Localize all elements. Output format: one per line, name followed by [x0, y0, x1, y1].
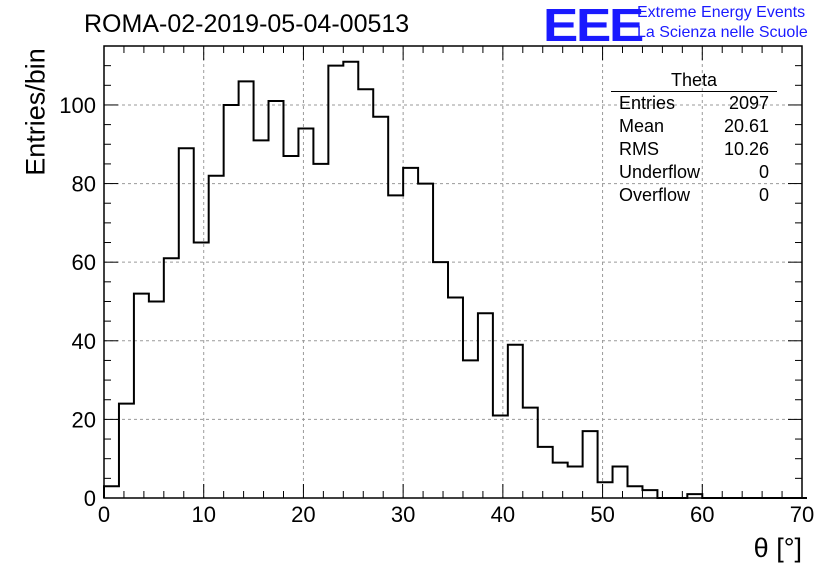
y-axis-label: Entries/bin [20, 48, 51, 176]
chart-title: ROMA-02-2019-05-04-00513 [84, 10, 410, 38]
histogram-bin [313, 164, 328, 498]
histogram-bin [538, 447, 553, 498]
x-tick-label: 40 [491, 502, 515, 527]
histogram-bin [104, 486, 119, 498]
stats-box: Theta Entries 2097 Mean 20.61 RMS 10.26 … [611, 70, 777, 207]
y-tick-label: 60 [72, 250, 96, 275]
histogram-bin [119, 404, 134, 498]
x-tick-label: 50 [590, 502, 614, 527]
stats-value: 0 [758, 185, 769, 205]
stats-label: Underflow [619, 162, 701, 182]
stats-row-overflow: Overflow 0 [611, 184, 777, 207]
histogram-bin [239, 81, 254, 498]
histogram-bin [388, 195, 403, 498]
histogram-bin [448, 298, 463, 498]
plot-frame [103, 45, 803, 499]
y-tick-label: 80 [72, 172, 96, 197]
histogram-bin [328, 66, 343, 498]
histogram-bin [269, 101, 284, 498]
histogram-bin [343, 62, 358, 498]
histogram-bin [583, 431, 598, 498]
stats-row-mean: Mean 20.61 [611, 115, 777, 138]
stats-value: 0 [758, 162, 769, 182]
stats-value: 2097 [728, 93, 769, 113]
histogram-bin [478, 313, 493, 498]
histogram-bin [134, 294, 149, 498]
x-tick-label: 0 [98, 502, 110, 527]
stats-row-entries: Entries 2097 [611, 92, 777, 115]
stats-label: Mean [619, 116, 665, 136]
histogram-bin [628, 486, 643, 498]
stats-label: RMS [619, 139, 659, 159]
histogram-bin [194, 243, 209, 498]
x-tick-label: 60 [690, 502, 714, 527]
x-tick-label: 70 [790, 502, 814, 527]
histogram-bin [224, 105, 239, 498]
histogram-bin [254, 140, 269, 498]
histogram-bin [508, 345, 523, 498]
y-tick-label: 0 [84, 486, 96, 511]
histogram-bin [298, 129, 313, 498]
y-tick-label: 100 [59, 93, 96, 118]
histogram-bin [418, 184, 433, 498]
histogram-bin [553, 463, 568, 498]
histogram-bin [463, 360, 478, 498]
histogram-bin [149, 301, 164, 498]
histogram-bin [373, 117, 388, 498]
stats-row-underflow: Underflow 0 [611, 161, 777, 184]
histogram-bin [283, 156, 298, 498]
x-tick-label: 30 [391, 502, 415, 527]
y-tick-label: 20 [72, 407, 96, 432]
histogram-bin [358, 89, 373, 498]
stats-label: Entries [619, 93, 676, 113]
logo-line-1: Extreme Energy Events [637, 4, 806, 21]
x-tick-label: 10 [191, 502, 215, 527]
histogram-bin [164, 258, 179, 498]
histogram-series-line [103, 60, 807, 499]
histogram-bin [568, 467, 583, 498]
y-tick-label: 40 [72, 329, 96, 354]
histogram-bin [523, 408, 538, 498]
histogram-bin [403, 168, 418, 498]
stats-label: Overflow [619, 185, 691, 205]
x-axis-label: θ [°] [753, 533, 802, 563]
stats-value: 10.26 [723, 139, 769, 159]
stats-row-rms: RMS 10.26 [611, 138, 777, 161]
eee-logo: EEE [543, 0, 644, 51]
stats-title: Theta [611, 70, 777, 92]
stats-value: 20.61 [723, 116, 769, 136]
histogram-bin [642, 490, 657, 498]
x-tick-label: 20 [291, 502, 315, 527]
histogram-bin [209, 176, 224, 498]
histogram-bin [433, 262, 448, 498]
logo-line-2: La Scienza nelle Scuole [637, 24, 808, 41]
histogram-bin [613, 467, 628, 498]
histogram-bin [179, 148, 194, 498]
histogram-bin [598, 482, 613, 498]
histogram-bin [493, 415, 508, 498]
